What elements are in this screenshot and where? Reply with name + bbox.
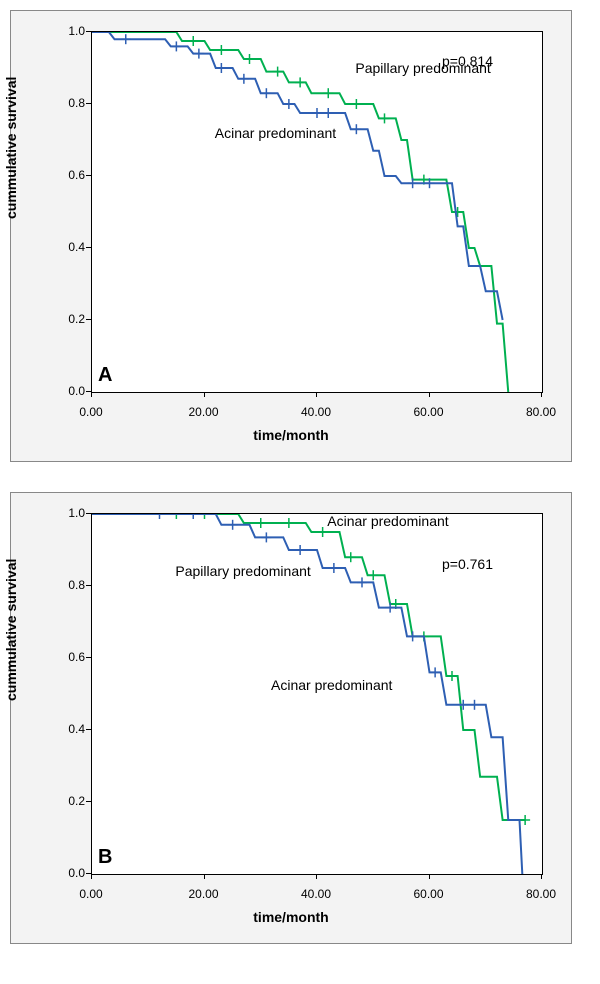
censor-mark: [216, 45, 226, 55]
y-tick-label: 0.0: [68, 866, 85, 880]
censor-mark: [188, 514, 198, 519]
panel-B: 0.0 0.2 0.4 0.6 0.8 1.0 0.00 20.00 40.00 60.00 80.…: [10, 492, 572, 944]
censor-mark: [216, 63, 226, 73]
y-tick-label: 0.2: [68, 794, 85, 808]
y-axis-label: cummulative survival: [3, 77, 19, 219]
censor-mark: [188, 36, 198, 46]
censor-mark: [228, 520, 238, 530]
censor-mark: [430, 667, 440, 677]
censor-mark: [295, 77, 305, 87]
censor-mark: [155, 514, 165, 519]
censor-mark: [447, 671, 457, 681]
y-tick-label: 1.0: [68, 506, 85, 520]
censor-mark: [323, 108, 333, 118]
survival-curves: [92, 32, 542, 392]
x-tick-label: 0.00: [79, 887, 102, 901]
censor-mark: [329, 563, 339, 573]
x-tick-label: 20.00: [188, 405, 218, 419]
censor-mark: [245, 54, 255, 64]
censor-mark: [261, 88, 271, 98]
y-tick-label: 0.4: [68, 240, 85, 254]
censor-mark: [312, 108, 322, 118]
x-tick-label: 60.00: [413, 405, 443, 419]
censor-mark: [256, 518, 266, 528]
censor-mark: [470, 700, 480, 710]
panel-letter: B: [96, 846, 114, 869]
censor-mark: [351, 124, 361, 134]
x-tick-label: 40.00: [301, 887, 331, 901]
y-tick-label: 0.8: [68, 96, 85, 110]
x-axis-label: time/month: [253, 909, 328, 925]
censor-mark: [357, 577, 367, 587]
censor-mark: [453, 207, 463, 217]
x-tick-label: 80.00: [526, 887, 556, 901]
x-axis-label: time/month: [253, 427, 328, 443]
censor-mark: [323, 88, 333, 98]
plot-area: [91, 31, 543, 393]
y-tick-label: 0.6: [68, 168, 85, 182]
p-value-text: p=0.814: [442, 53, 493, 69]
censor-mark: [351, 99, 361, 109]
y-axis-label: cummulative survival: [3, 559, 19, 701]
censor-mark: [121, 34, 131, 44]
censor-mark: [194, 49, 204, 59]
panel-A: 0.0 0.2 0.4 0.6 0.8 1.0 0.00 20.00 40.00 60.00 80.…: [10, 10, 572, 462]
censor-mark: [284, 518, 294, 528]
y-tick-label: 0.2: [68, 312, 85, 326]
y-tick-label: 1.0: [68, 24, 85, 38]
y-tick-label: 0.0: [68, 384, 85, 398]
censor-mark: [520, 815, 530, 825]
series-label: Papillary predominant: [175, 563, 310, 579]
y-tick-label: 0.4: [68, 722, 85, 736]
series-label: Acinar predominant: [271, 677, 392, 693]
censor-mark: [408, 631, 418, 641]
x-tick-label: 20.00: [188, 887, 218, 901]
series-label: Acinar predominant: [327, 513, 448, 529]
x-tick-label: 0.00: [79, 405, 102, 419]
censor-mark: [284, 99, 294, 109]
figure-container: 0.0 0.2 0.4 0.6 0.8 1.0 0.00 20.00 40.00 60.00 80.…: [10, 10, 590, 944]
censor-mark: [239, 74, 249, 84]
censor-mark: [346, 552, 356, 562]
x-tick-label: 40.00: [301, 405, 331, 419]
censor-mark: [171, 41, 181, 51]
censor-mark: [368, 570, 378, 580]
series-label: Acinar predominant: [215, 125, 336, 141]
censor-mark: [318, 527, 328, 537]
censor-mark: [380, 113, 390, 123]
censor-mark: [273, 67, 283, 77]
censor-mark: [295, 545, 305, 555]
x-tick-label: 80.00: [526, 405, 556, 419]
y-tick-label: 0.8: [68, 578, 85, 592]
censor-mark: [261, 532, 271, 542]
panel-letter: A: [96, 364, 114, 387]
p-value-text: p=0.761: [442, 556, 493, 572]
x-tick-label: 60.00: [413, 887, 443, 901]
y-tick-label: 0.6: [68, 650, 85, 664]
